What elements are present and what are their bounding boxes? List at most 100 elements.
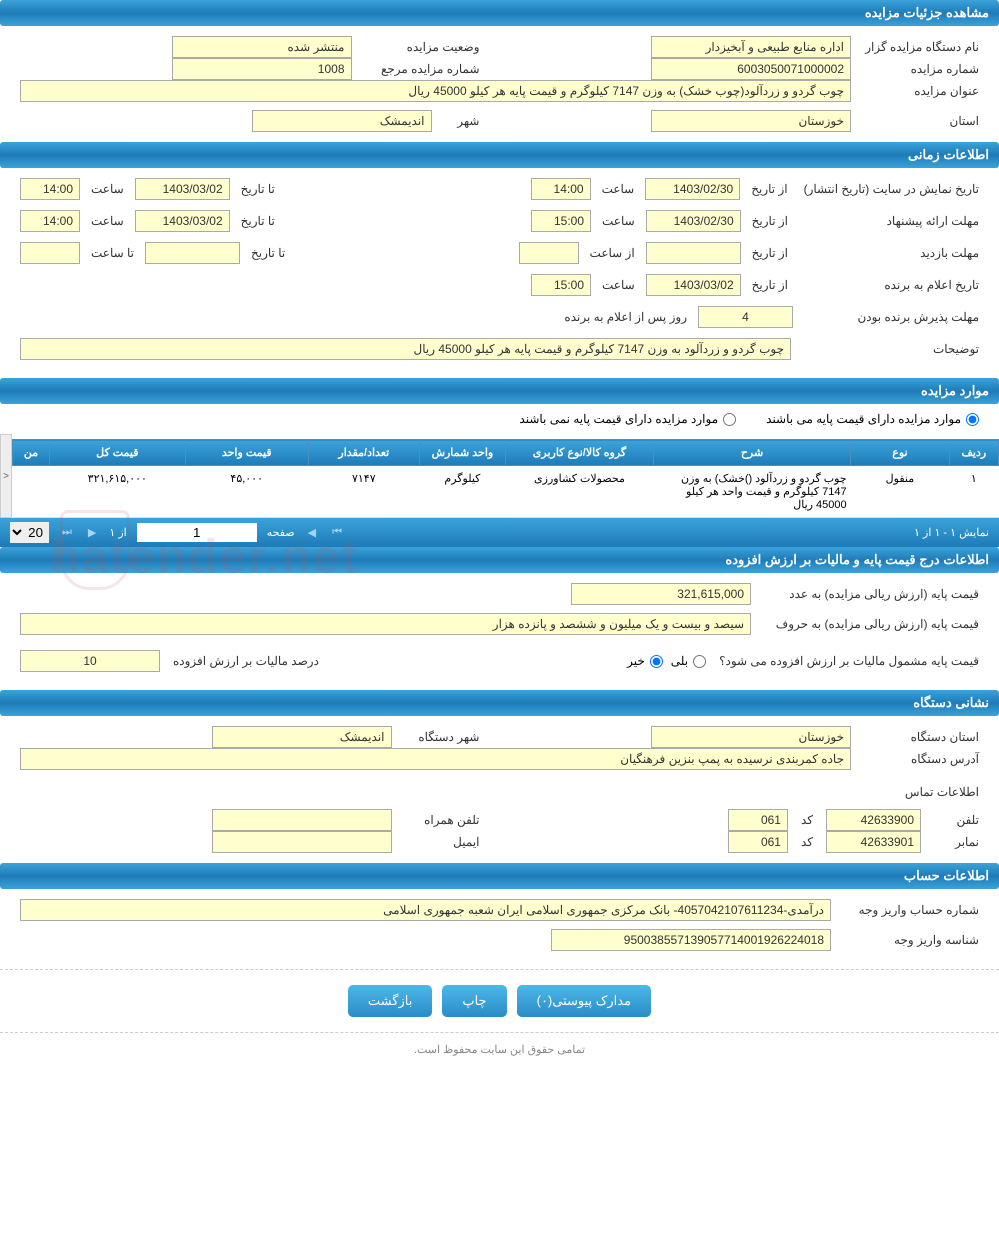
pager-per-page-select[interactable]: 20	[10, 522, 49, 543]
label-to-date-3: تا تاریخ	[246, 246, 290, 260]
label-title: عنوان مزایده	[859, 84, 979, 98]
table-row: ۱ منقول چوب گردو و زردآلود ()خشک) به وزن…	[13, 466, 999, 518]
label-deposit-id: شناسه واریز وجه	[839, 933, 979, 947]
radio-vat-no-label: خیر	[627, 654, 645, 668]
th-unit[interactable]: واحد شمارش	[419, 440, 505, 466]
label-offer: مهلت ارائه پیشنهاد	[799, 214, 979, 228]
pager-last-icon[interactable]: ⏭	[59, 526, 75, 539]
label-time-2: ساعت	[86, 182, 129, 196]
field-publish-to-time: 14:00	[20, 178, 80, 200]
field-fax-code: 061	[728, 831, 788, 853]
field-phone: 42633900	[826, 809, 921, 831]
field-ref-no: 1008	[172, 58, 352, 80]
scroll-indicator[interactable]: <	[0, 434, 12, 518]
cell-desc: چوب گردو و زردآلود ()خشک) به وزن 7147 کی…	[653, 466, 850, 518]
field-deposit-id: 950038557139057714001926224018	[551, 929, 831, 951]
radio-vat-yes[interactable]: بلی	[671, 654, 706, 668]
field-base-text: سیصد و بیست و یک میلیون و ششصد و پانزده …	[20, 613, 751, 635]
label-fax-code: کد	[796, 835, 818, 849]
field-fax: 42633901	[826, 831, 921, 853]
th-unit-price[interactable]: قیمت واحد	[185, 440, 308, 466]
back-button[interactable]: بازگشت	[348, 985, 432, 1017]
th-extra[interactable]: من	[13, 440, 50, 466]
field-offer-from-time: 15:00	[531, 210, 591, 232]
label-phone-code: کد	[796, 813, 818, 827]
field-accept-days: 4	[698, 306, 793, 328]
field-publish-from-time: 14:00	[531, 178, 591, 200]
label-from-time: از ساعت	[585, 246, 640, 260]
label-vat-q: قیمت پایه مشمول مالیات بر ارزش افزوده می…	[714, 654, 979, 668]
th-type[interactable]: نوع	[851, 440, 950, 466]
field-visit-from-time	[519, 242, 579, 264]
label-org-city: شهر دستگاه	[400, 730, 480, 744]
contact-subtitle: اطلاعات تماس	[20, 785, 979, 799]
field-visit-to-time	[20, 242, 80, 264]
field-auction-no: 6003050071000002	[651, 58, 851, 80]
label-from-date: از تاریخ	[746, 182, 792, 196]
label-org: نام دستگاه مزایده گزار	[859, 40, 979, 54]
field-offer-to-time: 14:00	[20, 210, 80, 232]
label-fax: نمابر	[929, 835, 979, 849]
label-mobile: تلفن همراه	[400, 813, 480, 827]
field-offer-to-date: 1403/03/02	[135, 210, 230, 232]
field-publish-from-date: 1403/02/30	[645, 178, 740, 200]
field-visit-to-date	[145, 242, 240, 264]
label-to-time: تا ساعت	[86, 246, 139, 260]
label-winner: تاریخ اعلام به برنده	[799, 278, 979, 292]
th-desc[interactable]: شرح	[653, 440, 850, 466]
th-total[interactable]: قیمت کل	[50, 440, 186, 466]
th-group[interactable]: گروه کالا/نوع کاربری	[506, 440, 654, 466]
field-city: اندیمشک	[252, 110, 432, 132]
pager-page-input[interactable]	[137, 523, 257, 542]
print-button[interactable]: چاپ	[442, 985, 506, 1017]
cell-unit: کیلوگرم	[419, 466, 505, 518]
field-winner-time: 15:00	[531, 274, 591, 296]
label-visit: مهلت بازدید	[799, 246, 979, 260]
radio-has-base-price[interactable]: موارد مزایده دارای قیمت پایه می باشند	[766, 412, 979, 426]
label-org-province: استان دستگاه	[859, 730, 979, 744]
field-status: منتشر شده	[172, 36, 352, 58]
label-publish: تاریخ نمایش در سایت (تاریخ انتشار)	[799, 182, 979, 196]
radio-vat-yes-input[interactable]	[693, 655, 706, 668]
radio-vat-no-input[interactable]	[650, 655, 663, 668]
label-city: شهر	[440, 114, 480, 128]
label-vat-pct: درصد مالیات بر ارزش افزوده	[168, 654, 324, 668]
label-to-date-2: تا تاریخ	[236, 214, 280, 228]
th-idx[interactable]: ردیف	[949, 440, 998, 466]
label-ref-no: شماره مزایده مرجع	[360, 62, 480, 76]
table-header-row: ردیف نوع شرح گروه کالا/نوع کاربری واحد ش…	[13, 440, 999, 466]
label-auction-no: شماره مزایده	[859, 62, 979, 76]
attachments-button[interactable]: مدارک پیوستی(۰)	[517, 985, 652, 1017]
th-qty[interactable]: تعداد/مقدار	[308, 440, 419, 466]
field-phone-code: 061	[728, 809, 788, 831]
section-header-details: مشاهده جزئیات مزایده	[0, 0, 999, 26]
pager-prev-icon[interactable]: ◀	[305, 526, 319, 539]
cell-unit-price: ۴۵,۰۰۰	[185, 466, 308, 518]
label-org-address: آدرس دستگاه	[859, 752, 979, 766]
pager-first-icon[interactable]: ⏮	[329, 526, 345, 539]
label-desc: توضیحات	[799, 342, 979, 356]
pager-next-icon[interactable]: ▶	[85, 526, 99, 539]
field-org-address: جاده کمربندی نرسیده به پمپ بنزین فرهنگیا…	[20, 748, 851, 770]
cell-idx: ۱	[949, 466, 998, 518]
section-header-pricing: اطلاعات درج قیمت پایه و مالیات بر ارزش ا…	[0, 547, 999, 573]
radio-has-base-input[interactable]	[966, 413, 979, 426]
section-header-org-address: نشانی دستگاه	[0, 690, 999, 716]
radio-vat-no[interactable]: خیر	[627, 654, 663, 668]
label-email: ایمیل	[400, 835, 480, 849]
radio-no-base-price[interactable]: موارد مزایده دارای قیمت پایه نمی باشند	[519, 412, 736, 426]
label-to-date: تا تاریخ	[236, 182, 280, 196]
label-base-num: قیمت پایه (ارزش ریالی مزایده) به عدد	[759, 587, 979, 601]
label-days-after: روز پس از اعلام به برنده	[559, 310, 692, 324]
label-province: استان	[859, 114, 979, 128]
field-org-province: خوزستان	[651, 726, 851, 748]
pager-page-label: صفحه	[267, 526, 295, 539]
radio-vat-yes-label: بلی	[671, 654, 688, 668]
field-province: خوزستان	[651, 110, 851, 132]
radio-no-base-input[interactable]	[723, 413, 736, 426]
field-org: اداره منابع طبیعی و آبخیزدار	[651, 36, 851, 58]
label-time-4: ساعت	[86, 214, 129, 228]
cell-group: محصولات کشاورزی	[506, 466, 654, 518]
label-from-date-3: از تاریخ	[747, 246, 793, 260]
field-visit-from-date	[646, 242, 741, 264]
